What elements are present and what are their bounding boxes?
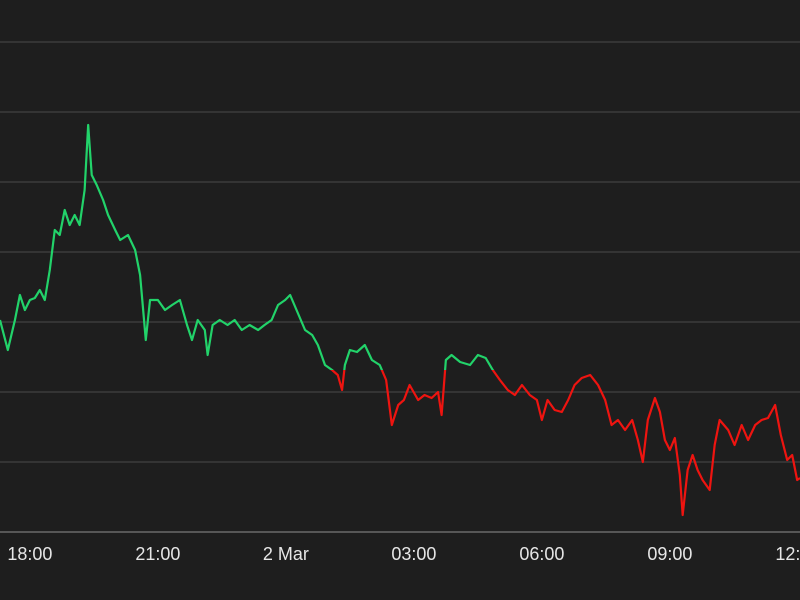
x-tick-label: 21:00 — [135, 544, 180, 564]
x-tick-label: 18:00 — [7, 544, 52, 564]
x-tick-label: 06:00 — [519, 544, 564, 564]
line-above-baseline — [0, 123, 495, 370]
x-tick-label: 2 Mar — [263, 544, 309, 564]
x-tick-label: 03:00 — [391, 544, 436, 564]
x-tick-label: 09:00 — [647, 544, 692, 564]
x-tick-label: 12:00 — [775, 544, 800, 564]
line-below-baseline — [330, 370, 800, 517]
